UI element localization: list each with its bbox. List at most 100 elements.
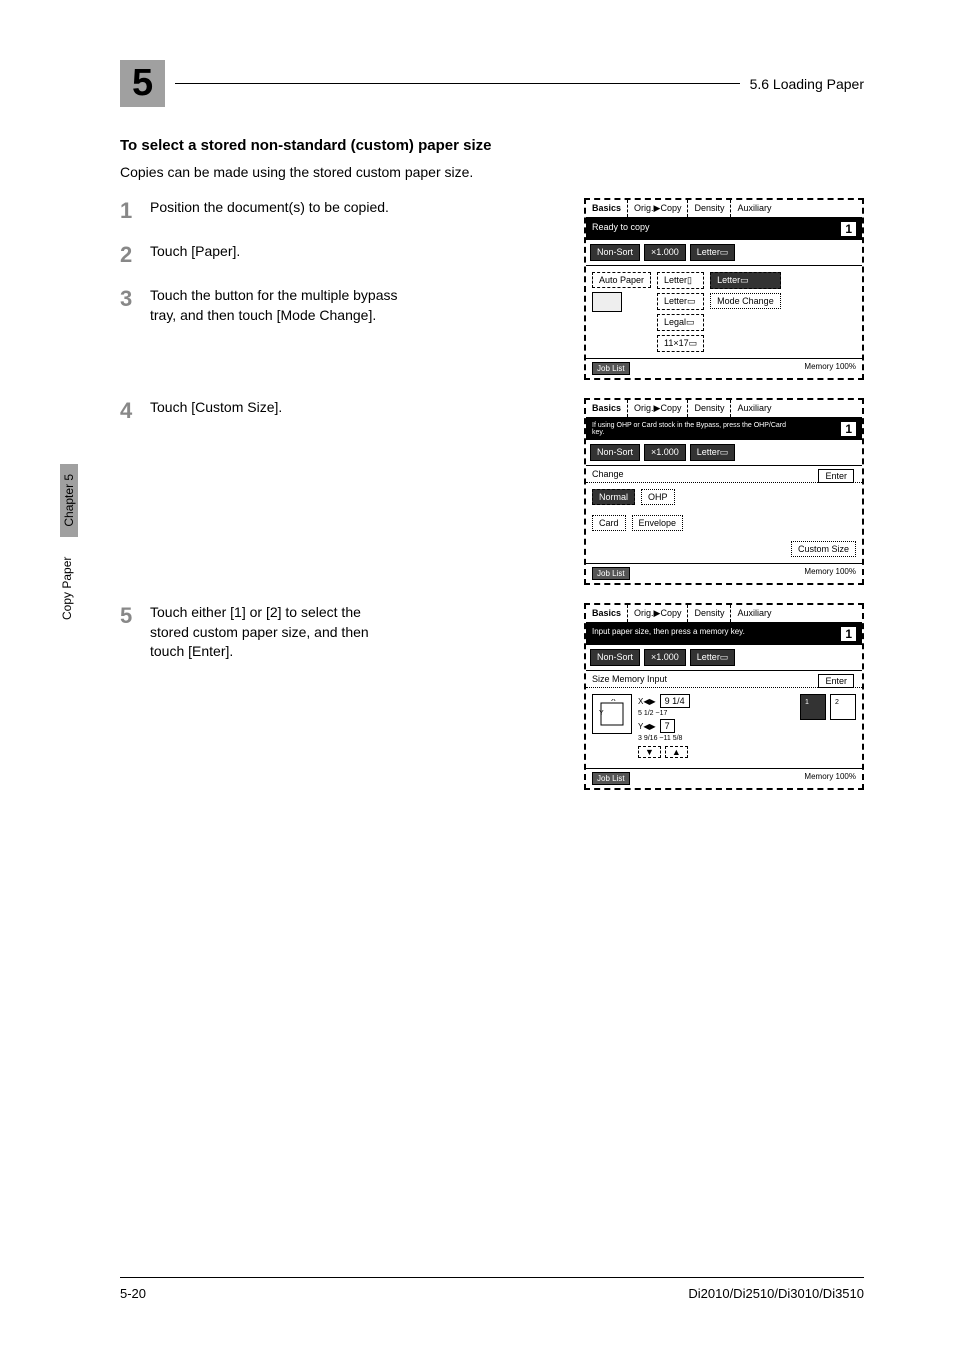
tray-icon (592, 292, 622, 312)
copy-counter: 1 (841, 222, 856, 236)
memory-indicator: Memory 100% (804, 362, 856, 375)
x-value[interactable]: 9 1/4 (660, 694, 690, 708)
side-tab: Copy Paper Chapter 5 (60, 464, 78, 620)
tab-orig-copy[interactable]: Orig.▶Copy (628, 400, 688, 417)
enter-button[interactable]: Enter (818, 469, 854, 483)
zoom-button[interactable]: ×1.000 (644, 649, 686, 666)
tab-density[interactable]: Density (688, 400, 731, 417)
auto-paper-button[interactable]: Auto Paper (592, 272, 651, 288)
screen-midrow: Non-Sort ×1.000 Letter▭ (586, 645, 862, 671)
copier-screen-paper: Basics Orig.▶Copy Density Auxiliary Read… (584, 198, 864, 380)
page-header: 5 5.6 Loading Paper (120, 60, 864, 107)
decrement-button[interactable]: ▼ (638, 746, 661, 758)
screen-midrow: Non-Sort ×1.000 Letter▭ (586, 240, 862, 266)
memory-indicator: Memory 100% (804, 567, 856, 580)
step-text: Touch [Paper]. (150, 242, 400, 268)
y-axis-label: Y◀▶ (638, 722, 656, 731)
status-text: Input paper size, then press a memory ke… (592, 627, 745, 641)
step-number: 2 (120, 242, 150, 268)
memory-slot-2[interactable]: 2 (830, 694, 856, 720)
step-text: Touch [Custom Size]. (150, 398, 282, 585)
copy-counter: 1 (841, 422, 856, 436)
ohp-button[interactable]: OHP (641, 489, 675, 505)
svg-text:X: X (611, 699, 616, 703)
tab-basics[interactable]: Basics (586, 605, 628, 622)
doc-title: Di2010/Di2510/Di3010/Di3510 (688, 1286, 864, 1301)
copier-screen-size-memory: Basics Orig.▶Copy Density Auxiliary Inpu… (584, 603, 864, 790)
enter-button[interactable]: Enter (818, 674, 854, 688)
mode-change-button[interactable]: Mode Change (710, 293, 781, 309)
screen-tabs: Basics Orig.▶Copy Density Auxiliary (586, 605, 862, 623)
step-text: Position the document(s) to be copied. (150, 198, 400, 224)
status-text: Ready to copy (592, 222, 650, 236)
svg-text:Y: Y (599, 710, 604, 717)
section-header-label: 5.6 Loading Paper (750, 76, 864, 92)
section-title: To select a stored non-standard (custom)… (120, 137, 864, 154)
tab-orig-copy[interactable]: Orig.▶Copy (628, 200, 688, 217)
paper-diagram-icon: YX (592, 694, 632, 734)
paper-option[interactable]: Letter▯ (657, 272, 704, 289)
screen-midrow: Non-Sort ×1.000 Letter▭ (586, 440, 862, 466)
sort-button[interactable]: Non-Sort (590, 444, 640, 461)
job-list-button[interactable]: Job List (592, 772, 630, 785)
sort-button[interactable]: Non-Sort (590, 649, 640, 666)
custom-size-button[interactable]: Custom Size (791, 541, 856, 557)
screen-tabs: Basics Orig.▶Copy Density Auxiliary (586, 200, 862, 218)
paper-option-selected[interactable]: Letter▭ (710, 272, 781, 289)
change-row: Change Enter (586, 466, 862, 483)
paper-indicator[interactable]: Letter▭ (690, 244, 736, 261)
tab-auxiliary[interactable]: Auxiliary (731, 605, 777, 622)
tab-auxiliary[interactable]: Auxiliary (731, 200, 777, 217)
change-label: Change (592, 469, 624, 479)
step-text: Touch either [1] or [2] to select the st… (150, 603, 400, 790)
memory-indicator: Memory 100% (804, 772, 856, 785)
step-text: Touch the button for the multiple bypass… (150, 286, 400, 325)
screen-footer: Job List Memory 100% (586, 768, 862, 788)
size-memory-label: Size Memory Input (592, 674, 667, 684)
zoom-button[interactable]: ×1.000 (644, 444, 686, 461)
normal-button[interactable]: Normal (592, 489, 635, 505)
page-number: 5-20 (120, 1286, 146, 1301)
side-tab-page-label: Copy Paper (60, 557, 78, 620)
x-axis-label: X◀▶ (638, 697, 656, 706)
tab-orig-copy[interactable]: Orig.▶Copy (628, 605, 688, 622)
memory-slot-1[interactable]: 1 (800, 694, 826, 720)
paper-indicator[interactable]: Letter▭ (690, 444, 736, 461)
card-button[interactable]: Card (592, 515, 626, 531)
tab-basics[interactable]: Basics (586, 400, 628, 417)
job-list-button[interactable]: Job List (592, 567, 630, 580)
envelope-button[interactable]: Envelope (632, 515, 684, 531)
step-number: 3 (120, 286, 150, 325)
page-footer: 5-20 Di2010/Di2510/Di3010/Di3510 (120, 1277, 864, 1301)
copy-counter: 1 (841, 627, 856, 641)
tab-density[interactable]: Density (688, 200, 731, 217)
section-desc: Copies can be made using the stored cust… (120, 164, 864, 180)
copier-screen-mode-change: Basics Orig.▶Copy Density Auxiliary If u… (584, 398, 864, 585)
tab-auxiliary[interactable]: Auxiliary (731, 400, 777, 417)
chapter-number: 5 (120, 60, 165, 107)
y-value[interactable]: 7 (660, 719, 675, 733)
step-number: 1 (120, 198, 150, 224)
y-range: 3 9/16 ~11 5/8 (638, 735, 690, 742)
size-memory-row: Size Memory Input Enter (586, 671, 862, 688)
screen-statusbar: If using OHP or Card stock in the Bypass… (586, 418, 862, 440)
screen-statusbar: Ready to copy 1 (586, 218, 862, 240)
tab-basics[interactable]: Basics (586, 200, 628, 217)
screen-tabs: Basics Orig.▶Copy Density Auxiliary (586, 400, 862, 418)
screen-statusbar: Input paper size, then press a memory ke… (586, 623, 862, 645)
step-number: 5 (120, 603, 150, 790)
job-list-button[interactable]: Job List (592, 362, 630, 375)
screen-footer: Job List Memory 100% (586, 563, 862, 583)
paper-option[interactable]: Letter▭ (657, 293, 704, 310)
step-number: 4 (120, 398, 150, 585)
paper-option[interactable]: Legal▭ (657, 314, 704, 331)
header-divider (175, 83, 739, 84)
status-text: If using OHP or Card stock in the Bypass… (592, 422, 792, 436)
paper-indicator[interactable]: Letter▭ (690, 649, 736, 666)
paper-option[interactable]: 11×17▭ (657, 335, 704, 352)
increment-button[interactable]: ▲ (665, 746, 688, 758)
side-tab-chapter-label: Chapter 5 (60, 464, 78, 537)
sort-button[interactable]: Non-Sort (590, 244, 640, 261)
zoom-button[interactable]: ×1.000 (644, 244, 686, 261)
tab-density[interactable]: Density (688, 605, 731, 622)
